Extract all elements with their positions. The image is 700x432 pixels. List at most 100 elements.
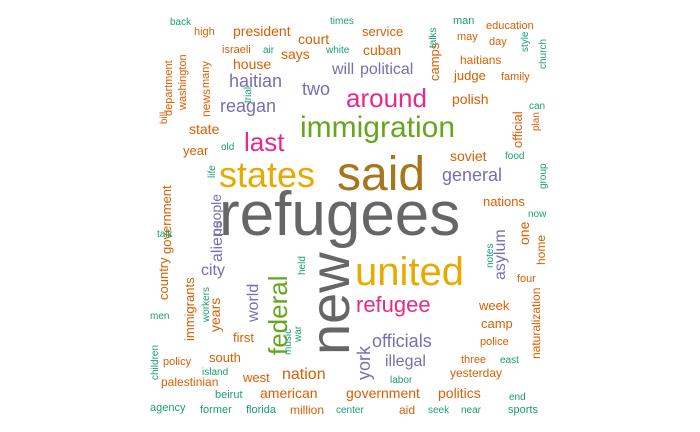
word-talks: talks bbox=[428, 27, 439, 48]
word-high: high bbox=[194, 26, 215, 38]
word-bill: bill bbox=[159, 112, 170, 124]
word-country: country bbox=[156, 257, 171, 300]
word-refugees: refugees bbox=[219, 180, 460, 249]
word-world: world bbox=[245, 284, 262, 323]
word-island: island bbox=[202, 367, 228, 378]
word-government: government bbox=[346, 385, 420, 401]
word-president: president bbox=[233, 23, 291, 39]
word-officials: officials bbox=[372, 331, 432, 351]
word-life: life bbox=[207, 165, 218, 178]
word-group: group bbox=[538, 163, 549, 189]
word-said: said bbox=[337, 148, 425, 201]
word-beirut: beirut bbox=[215, 389, 243, 401]
word-politics: politics bbox=[438, 385, 481, 401]
word-says: says bbox=[281, 46, 310, 62]
word-american: american bbox=[260, 385, 318, 401]
word-york: york bbox=[354, 345, 374, 380]
word-many: many bbox=[200, 61, 212, 88]
word-day: day bbox=[489, 36, 507, 48]
word-agency: agency bbox=[150, 402, 186, 414]
word-cuban: cuban bbox=[363, 42, 401, 58]
word-two: two bbox=[302, 79, 330, 99]
word-four: four bbox=[517, 273, 536, 285]
word-may: may bbox=[457, 31, 478, 43]
word-united: united bbox=[355, 250, 464, 294]
word-policy: policy bbox=[163, 356, 192, 368]
word-haitian: haitian bbox=[229, 71, 282, 91]
word-home: home bbox=[534, 235, 548, 265]
word-end: end bbox=[509, 392, 526, 403]
word-political: political bbox=[360, 61, 413, 78]
word-west: west bbox=[242, 370, 270, 385]
word-east: east bbox=[500, 355, 519, 366]
word-refugee: refugee bbox=[356, 292, 431, 317]
word-haitians: haitians bbox=[460, 53, 501, 67]
word-old: old bbox=[221, 142, 234, 153]
word-government: government bbox=[159, 185, 174, 254]
word-judge: judge bbox=[453, 68, 486, 83]
word-nations: nations bbox=[483, 194, 525, 209]
word-trial: trial bbox=[243, 87, 254, 103]
word-children: children bbox=[150, 345, 161, 380]
word-white: white bbox=[325, 45, 350, 56]
word-church: church bbox=[538, 39, 549, 69]
word-last: last bbox=[244, 127, 285, 157]
word-new: new bbox=[298, 252, 361, 355]
word-years: years bbox=[207, 298, 223, 332]
word-immigration: immigration bbox=[300, 111, 455, 144]
word-city: city bbox=[201, 262, 225, 279]
word-illegal: illegal bbox=[385, 353, 426, 370]
word-camps: camps bbox=[427, 42, 442, 81]
word-week: week bbox=[478, 298, 510, 313]
word-police: police bbox=[480, 336, 509, 348]
word-labor: labor bbox=[390, 375, 413, 386]
word-talk: talk bbox=[157, 229, 174, 240]
word-palestinian: palestinian bbox=[161, 375, 218, 389]
word-education: education bbox=[486, 20, 534, 32]
word-men: men bbox=[150, 311, 169, 322]
word-air: air bbox=[263, 45, 275, 56]
word-general: general bbox=[442, 165, 502, 185]
word-first: first bbox=[233, 330, 254, 345]
word-former: former bbox=[200, 404, 232, 416]
word-held: held bbox=[297, 256, 308, 275]
word-family: family bbox=[501, 71, 530, 83]
word-food: food bbox=[505, 151, 524, 162]
word-polish: polish bbox=[452, 91, 489, 107]
word-asylum: asylum bbox=[492, 229, 509, 280]
word-soviet: soviet bbox=[450, 148, 487, 164]
word-yesterday: yesterday bbox=[450, 366, 502, 380]
word-sports: sports bbox=[508, 404, 538, 416]
word-will: will bbox=[331, 61, 354, 78]
word-state: state bbox=[189, 121, 220, 137]
word-house: house bbox=[233, 56, 271, 72]
word-style: style bbox=[520, 31, 531, 52]
word-notes: notes bbox=[485, 244, 496, 268]
word-man: man bbox=[453, 15, 474, 27]
word-three: three bbox=[461, 354, 486, 366]
word-washington: washington bbox=[177, 54, 189, 111]
word-camp: camp bbox=[481, 316, 513, 331]
word-department: department bbox=[163, 60, 175, 116]
word-federal: federal bbox=[263, 276, 293, 356]
word-around: around bbox=[346, 83, 427, 113]
word-naturalization: naturalization bbox=[529, 288, 543, 359]
word-can: can bbox=[529, 101, 545, 112]
word-reagan: reagan bbox=[220, 96, 276, 116]
word-states: states bbox=[219, 154, 315, 195]
word-people: people bbox=[208, 194, 224, 236]
word-aid: aid bbox=[399, 403, 415, 417]
word-court: court bbox=[298, 31, 329, 47]
word-one: one bbox=[516, 221, 532, 245]
word-seek: seek bbox=[428, 405, 450, 416]
word-plan: plan bbox=[531, 112, 542, 131]
word-news: news bbox=[199, 89, 213, 117]
word-war: war bbox=[293, 325, 304, 343]
word-million: million bbox=[290, 403, 324, 417]
word-center: center bbox=[336, 405, 364, 416]
word-immigrants: immigrants bbox=[182, 277, 197, 341]
word-aliens: aliens bbox=[209, 220, 226, 262]
word-nation: nation bbox=[282, 366, 326, 383]
word-near: near bbox=[461, 405, 482, 416]
